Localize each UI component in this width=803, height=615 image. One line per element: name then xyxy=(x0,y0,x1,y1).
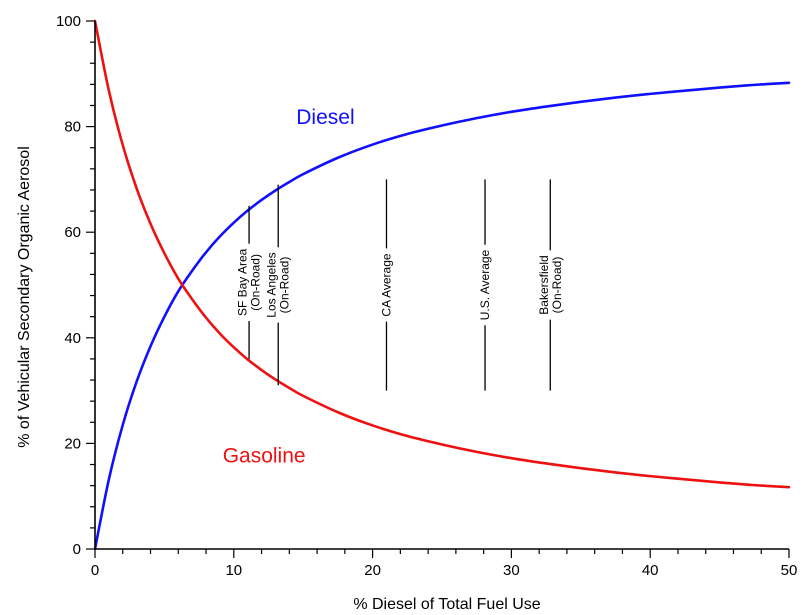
marker-label-3-0: U.S. Average xyxy=(478,249,492,320)
marker-label-0-1: (On-Road) xyxy=(249,254,263,311)
series-layer xyxy=(93,19,791,551)
y-tick-label: 40 xyxy=(64,330,81,347)
series-label-gasoline: Gasoline xyxy=(223,444,306,467)
marker-label-2-0: CA Average xyxy=(379,253,393,316)
series-label-diesel: Diesel xyxy=(296,106,354,129)
y-axis-title: % of Vehicular Secondary Organic Aerosol xyxy=(16,146,33,448)
y-tick-label: 0 xyxy=(73,541,81,558)
x-tick-label: 30 xyxy=(503,562,520,579)
series-line-diesel xyxy=(93,81,791,551)
marker-label-1-0: Los Angeles xyxy=(265,252,279,317)
marker-layer: SF Bay Area (On-Road) Los Angeles (On-Road)… xyxy=(236,179,564,391)
x-axis-title: % Diesel of Total Fuel Use xyxy=(353,596,540,613)
axes: 0 10 20 30 40 50 0 20 40 60 80 100 xyxy=(56,13,797,579)
y-tick-label: 100 xyxy=(56,13,81,30)
y-tick-label: 20 xyxy=(64,435,81,452)
y-tick-label: 80 xyxy=(64,119,81,136)
marker-label-4-0: Bakersfield xyxy=(537,255,551,314)
marker-label-1-1: (On-Road) xyxy=(278,257,292,314)
x-tick-label: 50 xyxy=(781,562,798,579)
x-tick-label: 20 xyxy=(364,562,381,579)
x-tick-label: 10 xyxy=(225,562,242,579)
x-tick-label: 40 xyxy=(642,562,659,579)
series-line-gasoline xyxy=(93,19,791,489)
x-tick-label: 0 xyxy=(91,562,99,579)
y-tick-label: 60 xyxy=(64,224,81,241)
marker-label-0-0: SF Bay Area xyxy=(236,248,250,316)
marker-label-4-1: (On-Road) xyxy=(550,257,564,314)
